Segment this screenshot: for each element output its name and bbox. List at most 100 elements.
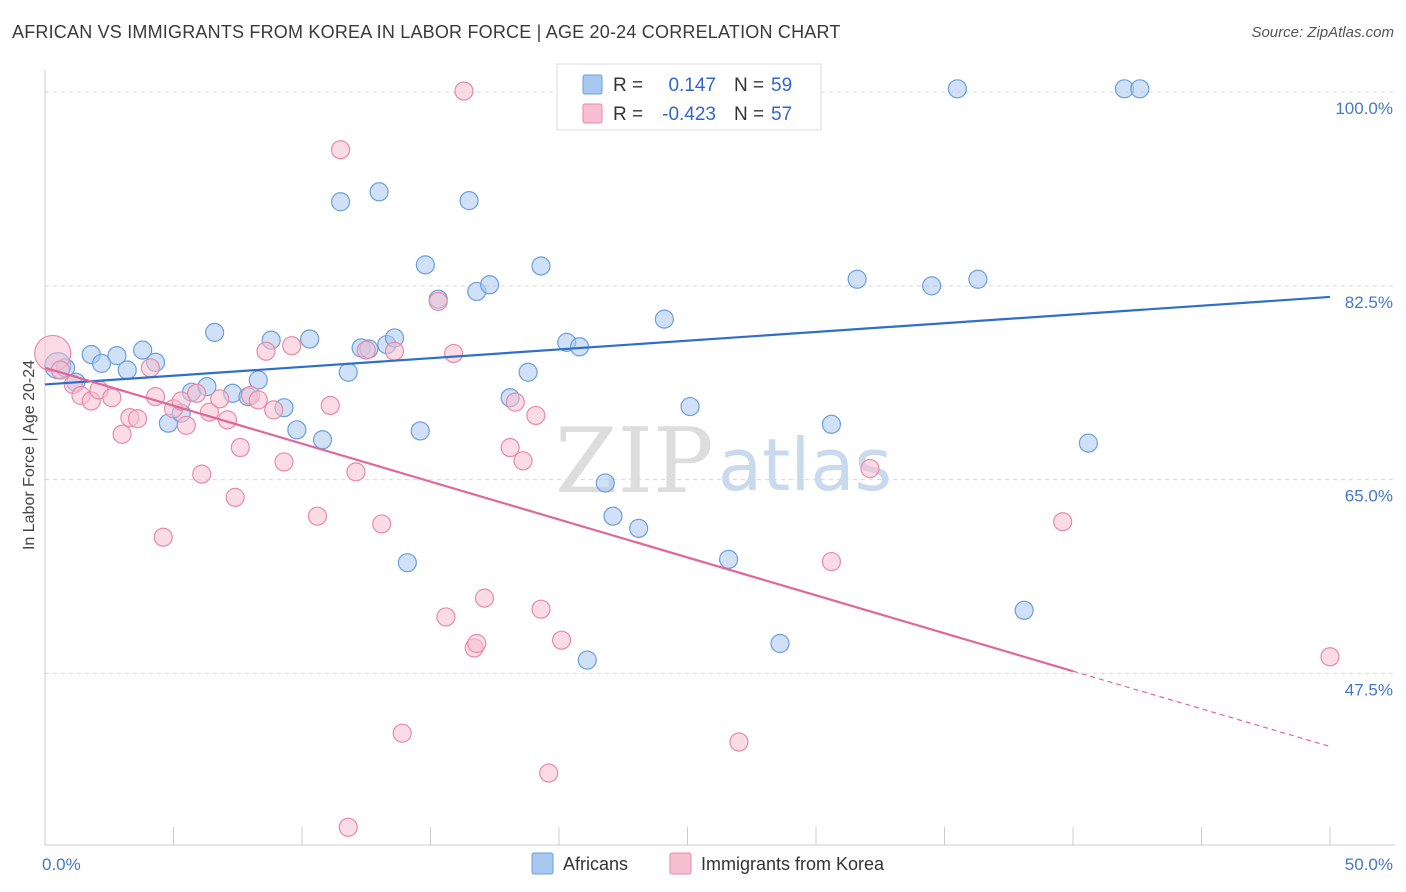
legend-r-label-korea: R = — [613, 104, 643, 125]
point-korea-55 — [1053, 512, 1073, 532]
trend-lines — [44, 295, 1331, 748]
point-africans-20 — [300, 329, 320, 349]
y-tick-label-2: 82.5% — [1345, 293, 1393, 312]
point-africans-44 — [629, 518, 649, 538]
point-africans-46 — [680, 396, 700, 417]
axes — [44, 70, 1395, 846]
point-korea-14 — [171, 391, 191, 411]
point-korea-52 — [729, 732, 749, 752]
legend-n-value-africans: 59 — [771, 75, 792, 96]
point-korea-15 — [176, 415, 196, 435]
point-africans-21 — [312, 430, 333, 450]
point-korea-16 — [187, 383, 207, 403]
point-korea-54 — [860, 458, 880, 479]
point-korea-48 — [526, 405, 546, 426]
point-africans-42 — [595, 473, 615, 493]
legend-swatch-africans — [582, 74, 603, 95]
legend-top: R = 0.147 N = 59 R = -0.423 N = 57 — [556, 63, 822, 131]
point-africans-29 — [397, 553, 417, 573]
watermark: ZIP atlas — [555, 409, 892, 514]
point-africans-30 — [410, 421, 430, 441]
point-korea-37 — [392, 723, 412, 743]
point-korea-38 — [428, 291, 448, 311]
point-korea-34 — [356, 340, 376, 360]
legend-r-label-africans: R = — [613, 75, 643, 96]
point-korea-9 — [127, 409, 148, 429]
point-korea-47 — [513, 451, 533, 471]
point-korea-39 — [436, 607, 456, 627]
legend-n-value-korea: 57 — [771, 104, 792, 125]
legend-bottom-swatch-africans — [531, 852, 554, 875]
point-africans-41 — [577, 650, 597, 670]
point-korea-53 — [821, 551, 842, 572]
legend-bottom-label-africans: Africans — [563, 854, 628, 874]
legend-bottom: Africans Immigrants from Korea — [531, 852, 885, 875]
point-korea-7 — [112, 424, 132, 444]
tick-labels: 47.5% 65.0% 82.5% 100.0% 0.0% 50.0% — [42, 99, 1393, 874]
point-africans-55 — [1014, 600, 1034, 620]
point-africans-52 — [922, 276, 942, 296]
point-korea-56 — [1320, 647, 1340, 667]
legend-n-label-korea: N = — [734, 104, 764, 125]
point-korea-31 — [330, 140, 351, 160]
point-africans-58 — [1130, 79, 1150, 99]
legend-swatch-korea — [582, 103, 603, 124]
y-tick-label-1: 65.0% — [1345, 487, 1393, 506]
point-korea-49 — [531, 599, 551, 619]
point-korea-25 — [256, 341, 276, 361]
point-africans-19 — [287, 420, 307, 440]
y-tick-label-0: 47.5% — [1345, 680, 1393, 699]
point-africans-13 — [205, 322, 225, 342]
point-korea-22 — [230, 437, 250, 458]
point-africans-35 — [480, 275, 500, 295]
point-korea-35 — [372, 514, 392, 534]
point-korea-24 — [248, 390, 268, 410]
watermark-zip: ZIP — [555, 409, 714, 514]
point-korea-33 — [346, 462, 366, 482]
trend-line-korea — [44, 366, 1074, 673]
point-korea-26 — [264, 400, 284, 420]
point-korea-32 — [338, 817, 358, 837]
point-korea-10 — [140, 358, 160, 378]
point-africans-45 — [654, 309, 674, 329]
x-tick-label-1: 50.0% — [1345, 855, 1393, 874]
point-africans-54 — [968, 269, 988, 289]
y-tick-label-3: 100.0% — [1335, 99, 1393, 118]
point-africans-53 — [947, 79, 967, 99]
point-korea-51 — [551, 630, 572, 650]
point-africans-6 — [117, 360, 137, 380]
point-africans-23 — [338, 362, 358, 382]
point-korea-6 — [102, 388, 122, 408]
point-korea-21 — [225, 487, 245, 507]
legend-r-value-africans: 0.147 — [668, 75, 716, 96]
point-korea-27 — [274, 452, 294, 472]
source-label: Source: ZipAtlas.com — [1251, 24, 1394, 41]
point-africans-50 — [821, 414, 842, 434]
point-korea-36 — [384, 341, 405, 361]
point-korea-40 — [444, 343, 464, 364]
point-korea-46 — [505, 392, 525, 412]
legend-bottom-swatch-korea — [669, 852, 692, 875]
point-korea-12 — [153, 527, 173, 547]
point-korea-19 — [210, 389, 230, 409]
point-korea-44 — [474, 588, 495, 608]
point-africans-38 — [531, 256, 551, 276]
point-africans-26 — [369, 182, 389, 202]
point-africans-4 — [91, 353, 112, 373]
point-africans-33 — [459, 191, 479, 211]
grid-lines — [45, 91, 1395, 674]
point-africans-7 — [133, 340, 153, 360]
chart-title: AFRICAN VS IMMIGRANTS FROM KOREA IN LABO… — [12, 22, 841, 42]
legend-bottom-label-korea: Immigrants from Korea — [701, 854, 885, 874]
point-korea-43 — [467, 633, 487, 654]
data-points — [34, 79, 1340, 837]
y-axis-title: In Labor Force | Age 20-24 — [21, 360, 38, 550]
legend-r-value-korea: -0.423 — [662, 104, 716, 125]
point-africans-5 — [107, 346, 127, 366]
x-tick-label-0: 0.0% — [42, 855, 81, 874]
point-korea-29 — [307, 506, 328, 526]
trend-line-africans — [44, 295, 1331, 386]
point-africans-56 — [1078, 433, 1099, 453]
legend-n-label-africans: N = — [734, 75, 764, 96]
